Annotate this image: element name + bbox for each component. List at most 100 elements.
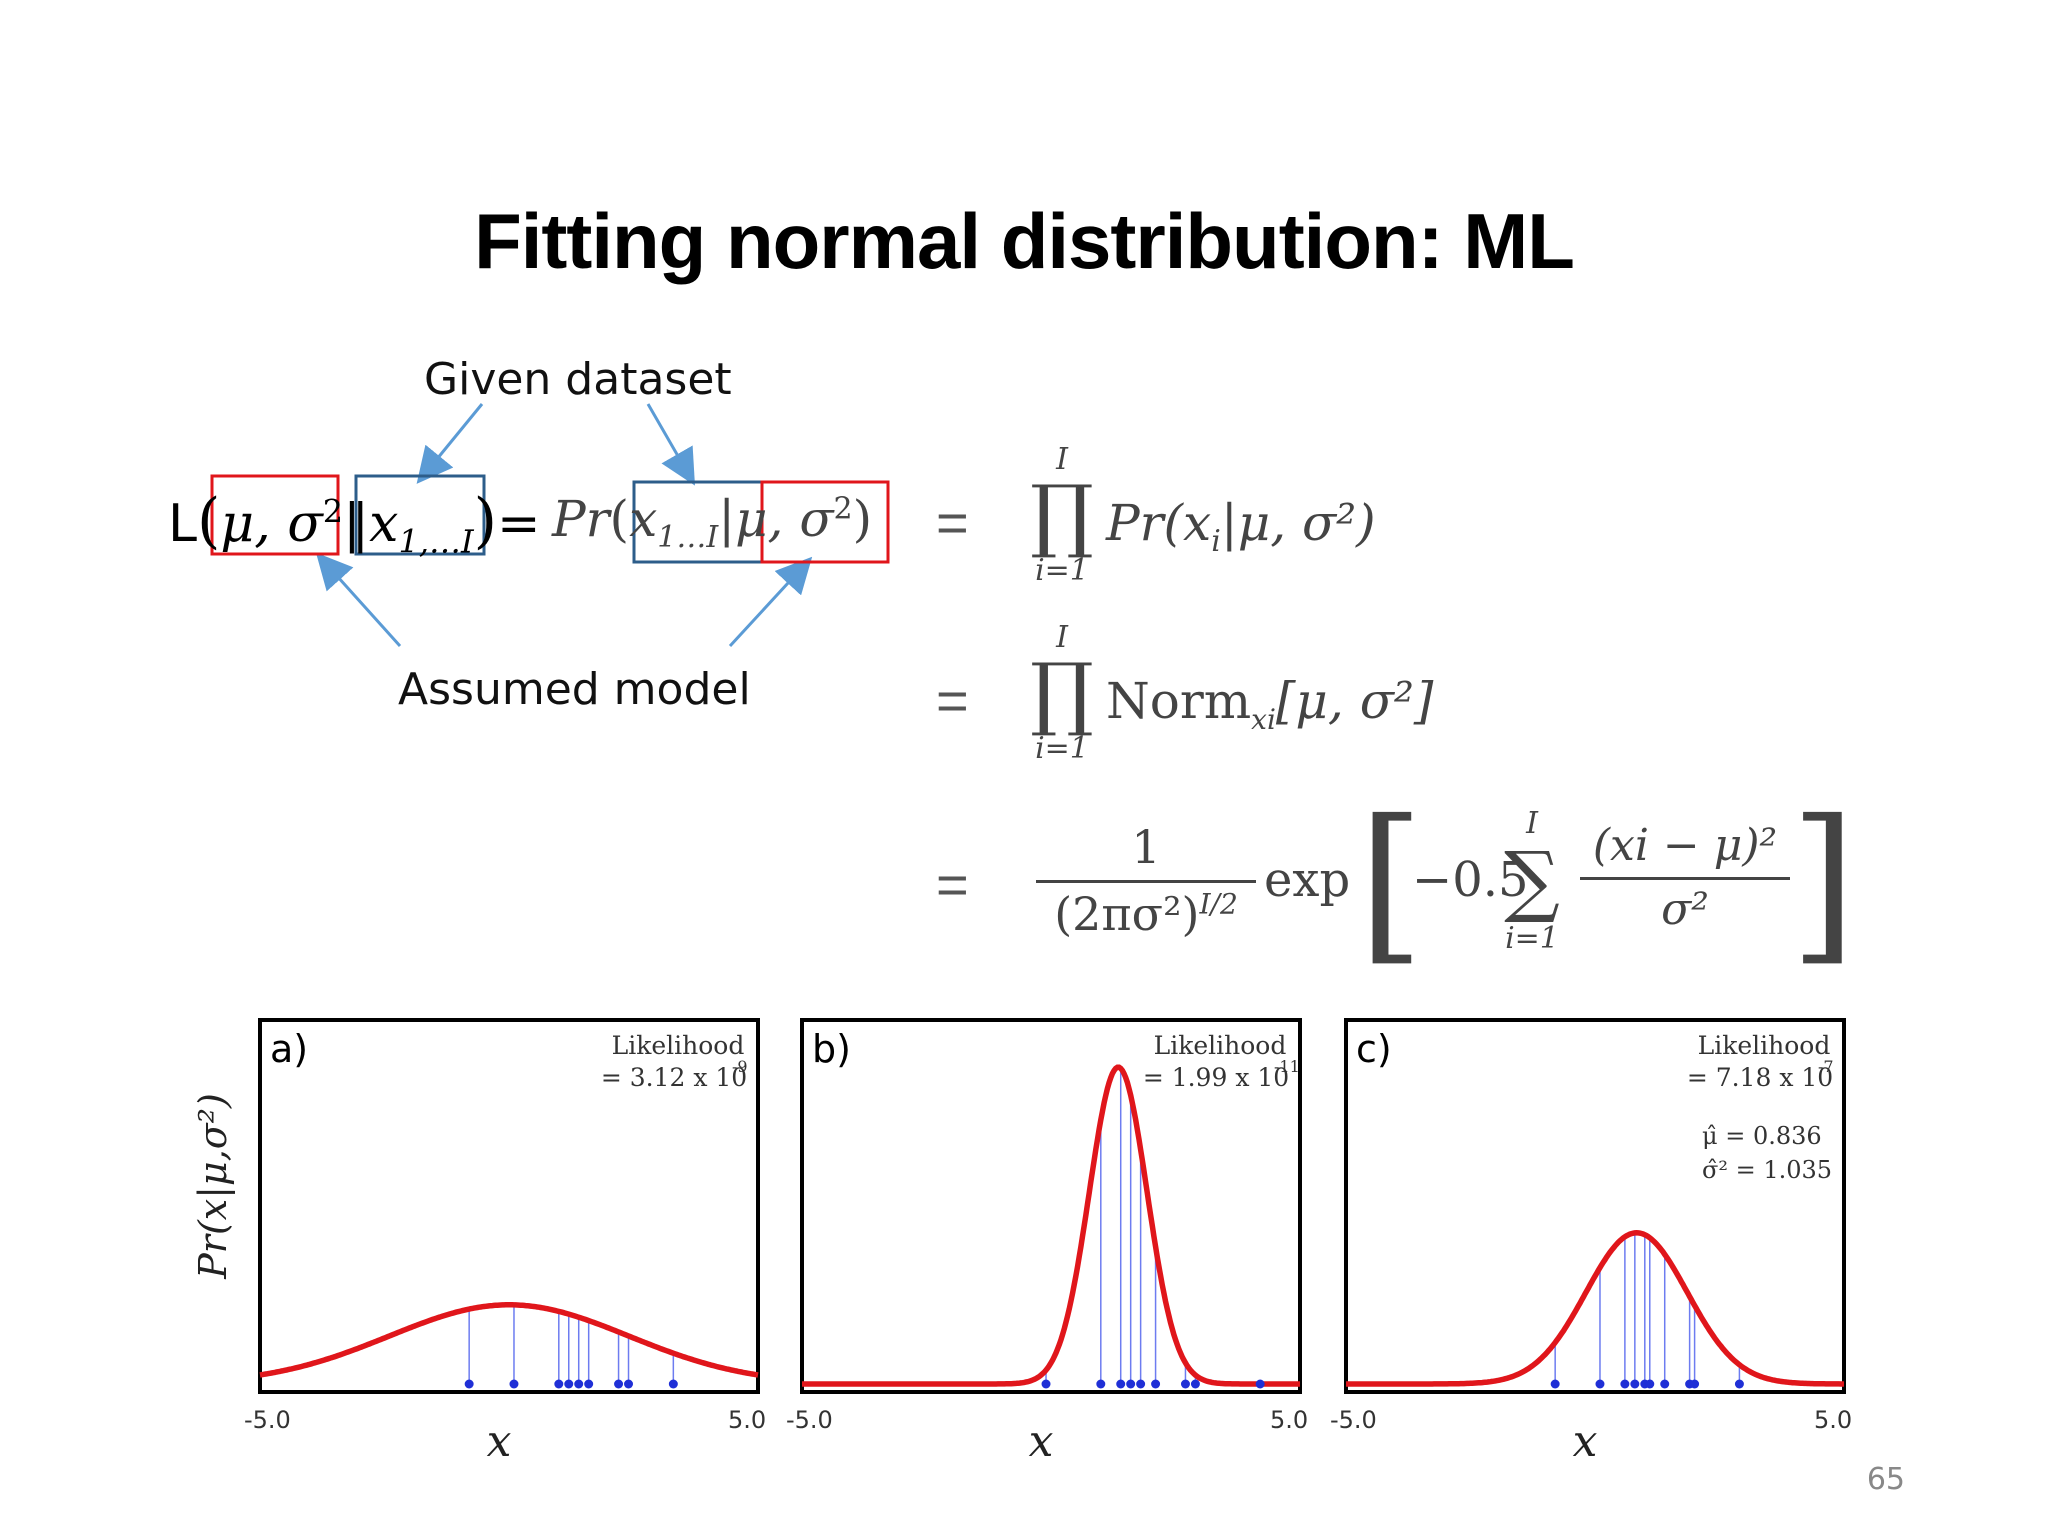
likelihood-value: = 1.99 x 10	[1143, 1063, 1289, 1092]
line2-term: Normxi[μ, σ²]	[1106, 672, 1433, 736]
chart-frame-1	[258, 1018, 760, 1394]
lhs-eq: =	[497, 494, 541, 554]
pr-data-sub: 1…I	[657, 520, 719, 555]
data-point	[1190, 1379, 1200, 1389]
data-point	[1096, 1379, 1106, 1389]
lhs-L: L	[168, 494, 197, 554]
data-point	[1660, 1379, 1670, 1389]
data-point	[554, 1379, 564, 1389]
assumed-model-label: Assumed model	[398, 664, 751, 715]
likelihood-label: Likelihood	[1698, 1031, 1831, 1060]
line3-sum: I ∑ i=1	[1492, 806, 1572, 956]
line2-norm-end: [μ, σ²]	[1275, 672, 1434, 730]
line3-coef: −0.5	[1412, 852, 1529, 908]
pdf-curve-2	[802, 1064, 1300, 1387]
likelihood-exponent: -11	[1274, 1057, 1300, 1076]
line1-term-end: |μ, σ²)	[1220, 494, 1376, 552]
line3-fraction: 1 (2πσ²)I/2	[1036, 820, 1256, 941]
chart-frame-3	[1344, 1018, 1846, 1394]
data-point	[1620, 1379, 1630, 1389]
likelihood-lhs: L(μ, σ2‖x1,…I)=	[168, 486, 541, 561]
likelihood-label: Likelihood	[1154, 1031, 1287, 1060]
line1-term-sub: i	[1211, 524, 1221, 559]
x-tick-min: -5.0	[244, 1406, 291, 1434]
data-point	[1136, 1379, 1146, 1389]
arrow-model-lhs	[315, 552, 402, 648]
chart-frame-2	[800, 1018, 1302, 1394]
prod-2: I ∏ i=1	[1022, 620, 1102, 766]
prod-1-bottom: i=1	[1035, 553, 1089, 588]
panel-label: c)	[1356, 1027, 1392, 1071]
line3-inner-frac: (xi − μ)² σ²	[1580, 820, 1790, 935]
prod-1-top: I	[1056, 442, 1068, 477]
data-point	[1151, 1379, 1161, 1389]
x-tick-max: 5.0	[1814, 1406, 1852, 1434]
data-point	[1630, 1379, 1640, 1389]
lhs-data-box	[354, 474, 486, 556]
line2-norm-sub: xi	[1251, 703, 1276, 736]
rhs-params-box	[760, 480, 890, 564]
panel-label: a)	[270, 1027, 308, 1071]
data-point	[668, 1379, 678, 1389]
pr-sup: 2	[833, 491, 853, 527]
data-point	[1180, 1379, 1190, 1389]
x-tick-max: 5.0	[728, 1406, 766, 1434]
data-point	[1645, 1379, 1655, 1389]
data-point	[1255, 1379, 1265, 1389]
pr-data: x	[629, 490, 658, 548]
prod-1-symbol: ∏	[1030, 468, 1094, 561]
likelihood-value: = 3.12 x 10	[601, 1063, 747, 1092]
data-point	[1734, 1379, 1744, 1389]
line3-inner-den: σ²	[1661, 884, 1709, 935]
x-tick-min: -5.0	[1330, 1406, 1377, 1434]
lhs-params-box	[210, 474, 340, 556]
estimate-2: σ̂² = 1.035	[1702, 1156, 1832, 1184]
line3-sum-symbol: ∑	[1504, 836, 1560, 926]
line3-den: (2πσ²)	[1054, 887, 1200, 941]
line3-exp: exp	[1264, 852, 1351, 908]
line1-term: Pr(xi|μ, σ²)	[1106, 494, 1376, 559]
pdf-curve-1	[259, 1302, 759, 1378]
prod-2-symbol: ∏	[1030, 646, 1094, 739]
pr-term: Pr(x1…I|μ, σ2)	[552, 490, 873, 555]
given-dataset-label: Given dataset	[424, 354, 732, 405]
line3-rbracket: ]	[1790, 784, 1857, 982]
x-tick-max: 5.0	[1270, 1406, 1308, 1434]
equals-2: =	[936, 669, 969, 732]
prod-2-top: I	[1056, 620, 1068, 655]
lhs-data-sub: 1,…I	[398, 522, 474, 561]
data-point	[1690, 1379, 1700, 1389]
y-axis-label: Pr(x|μ,σ²)	[191, 1093, 235, 1280]
x-tick-min: -5.0	[786, 1406, 833, 1434]
line2-norm: Norm	[1106, 672, 1252, 730]
lhs-data: x	[369, 494, 399, 554]
lhs-sup: 2	[322, 492, 344, 531]
prod-1: I ∏ i=1	[1022, 442, 1102, 588]
page-number: 65	[1866, 1462, 1905, 1497]
line3-lbracket: [	[1358, 784, 1425, 982]
x-axis-label: x	[1029, 1416, 1054, 1467]
data-point	[584, 1379, 594, 1389]
line3-den-sup: I/2	[1199, 887, 1238, 921]
likelihood-exponent: -7	[1818, 1057, 1834, 1076]
pr-params: μ, σ	[735, 490, 834, 548]
data-point	[614, 1379, 624, 1389]
pr-label: Pr	[552, 490, 610, 548]
panel-label: b)	[812, 1027, 851, 1071]
line3-inner-num: (xi − μ)²	[1580, 820, 1790, 880]
line3-sum-top: I	[1526, 806, 1538, 841]
arrow-model-rhs	[728, 556, 813, 648]
lhs-params: μ, σ	[220, 494, 323, 554]
equals-1: =	[936, 491, 969, 554]
data-point	[464, 1379, 474, 1389]
data-point	[624, 1379, 634, 1389]
slide-title: Fitting normal distribution: ML	[474, 197, 1575, 285]
likelihood-exponent: -9	[732, 1057, 748, 1076]
line1-term-main: Pr(x	[1106, 494, 1212, 552]
data-point	[1116, 1379, 1126, 1389]
data-point	[564, 1379, 574, 1389]
x-axis-label: x	[487, 1416, 512, 1467]
estimate-1: μ̂ = 0.836	[1702, 1122, 1822, 1150]
